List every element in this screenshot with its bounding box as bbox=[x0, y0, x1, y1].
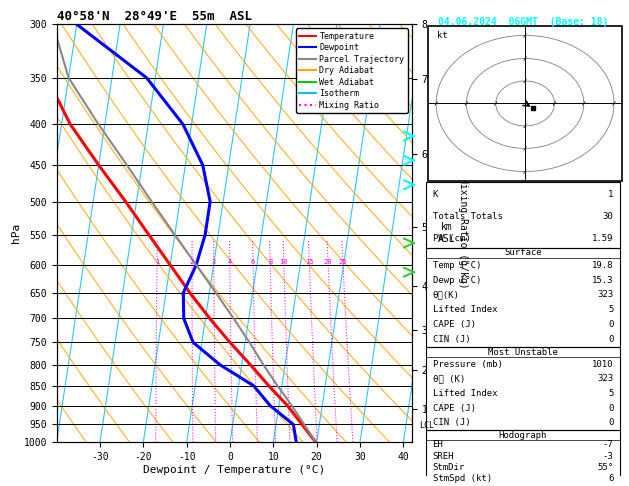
Y-axis label: hPa: hPa bbox=[11, 223, 21, 243]
Y-axis label: km
ASL: km ASL bbox=[438, 223, 456, 244]
Text: 15: 15 bbox=[305, 259, 314, 265]
Text: CIN (J): CIN (J) bbox=[433, 418, 470, 427]
Text: EH: EH bbox=[433, 440, 443, 450]
Text: Surface: Surface bbox=[504, 248, 542, 257]
Text: 15.3: 15.3 bbox=[592, 276, 613, 285]
Bar bbox=[426, 347, 620, 430]
Text: 0: 0 bbox=[608, 418, 613, 427]
Text: Mixing Ratio (g/kg): Mixing Ratio (g/kg) bbox=[458, 177, 468, 289]
Text: 3: 3 bbox=[212, 259, 216, 265]
Bar bbox=[426, 182, 620, 248]
Text: 1.59: 1.59 bbox=[592, 234, 613, 243]
Text: Lifted Index: Lifted Index bbox=[433, 305, 497, 314]
Text: Dewp (°C): Dewp (°C) bbox=[433, 276, 481, 285]
Text: 19.8: 19.8 bbox=[592, 261, 613, 270]
Text: SREH: SREH bbox=[433, 451, 454, 461]
Text: 6: 6 bbox=[608, 474, 613, 483]
Text: K: K bbox=[433, 191, 438, 199]
Text: 2: 2 bbox=[190, 259, 194, 265]
Text: 1010: 1010 bbox=[592, 360, 613, 369]
Text: 10: 10 bbox=[280, 259, 288, 265]
Text: 0: 0 bbox=[608, 320, 613, 329]
Text: PW (cm): PW (cm) bbox=[433, 234, 470, 243]
Bar bbox=[426, 430, 620, 486]
Text: 4: 4 bbox=[228, 259, 232, 265]
Text: 04.06.2024  06GMT  (Base: 18): 04.06.2024 06GMT (Base: 18) bbox=[438, 17, 608, 27]
Text: StmSpd (kt): StmSpd (kt) bbox=[433, 474, 492, 483]
Text: 5: 5 bbox=[608, 305, 613, 314]
Text: Most Unstable: Most Unstable bbox=[488, 347, 558, 357]
Text: 0: 0 bbox=[608, 335, 613, 344]
Text: Temp (°C): Temp (°C) bbox=[433, 261, 481, 270]
Text: 0: 0 bbox=[608, 403, 613, 413]
Text: θᴇ(K): θᴇ(K) bbox=[433, 291, 459, 299]
Text: 6: 6 bbox=[251, 259, 255, 265]
Text: 5: 5 bbox=[608, 389, 613, 398]
Legend: Temperature, Dewpoint, Parcel Trajectory, Dry Adiabat, Wet Adiabat, Isotherm, Mi: Temperature, Dewpoint, Parcel Trajectory… bbox=[296, 29, 408, 113]
Text: CAPE (J): CAPE (J) bbox=[433, 320, 476, 329]
Text: 20: 20 bbox=[324, 259, 332, 265]
Text: StmDir: StmDir bbox=[433, 463, 465, 472]
Text: CIN (J): CIN (J) bbox=[433, 335, 470, 344]
Text: 40°58'N  28°49'E  55m  ASL: 40°58'N 28°49'E 55m ASL bbox=[57, 10, 252, 23]
Text: 323: 323 bbox=[598, 374, 613, 383]
Text: 55°: 55° bbox=[598, 463, 613, 472]
Text: -3: -3 bbox=[603, 451, 613, 461]
Text: kt: kt bbox=[437, 31, 447, 40]
Text: 25: 25 bbox=[339, 259, 347, 265]
Text: CAPE (J): CAPE (J) bbox=[433, 403, 476, 413]
Text: 1: 1 bbox=[608, 191, 613, 199]
X-axis label: Dewpoint / Temperature (°C): Dewpoint / Temperature (°C) bbox=[143, 465, 325, 475]
Text: 323: 323 bbox=[598, 291, 613, 299]
Text: 8: 8 bbox=[268, 259, 272, 265]
Text: 1: 1 bbox=[155, 259, 159, 265]
Text: Totals Totals: Totals Totals bbox=[433, 212, 503, 221]
Bar bbox=[428, 26, 621, 181]
Text: Lifted Index: Lifted Index bbox=[433, 389, 497, 398]
Text: -7: -7 bbox=[603, 440, 613, 450]
Bar bbox=[426, 248, 620, 347]
Text: 30: 30 bbox=[603, 212, 613, 221]
Text: Pressure (mb): Pressure (mb) bbox=[433, 360, 503, 369]
Text: θᴇ (K): θᴇ (K) bbox=[433, 374, 465, 383]
Text: LCL: LCL bbox=[419, 421, 434, 430]
Text: Hodograph: Hodograph bbox=[499, 431, 547, 440]
